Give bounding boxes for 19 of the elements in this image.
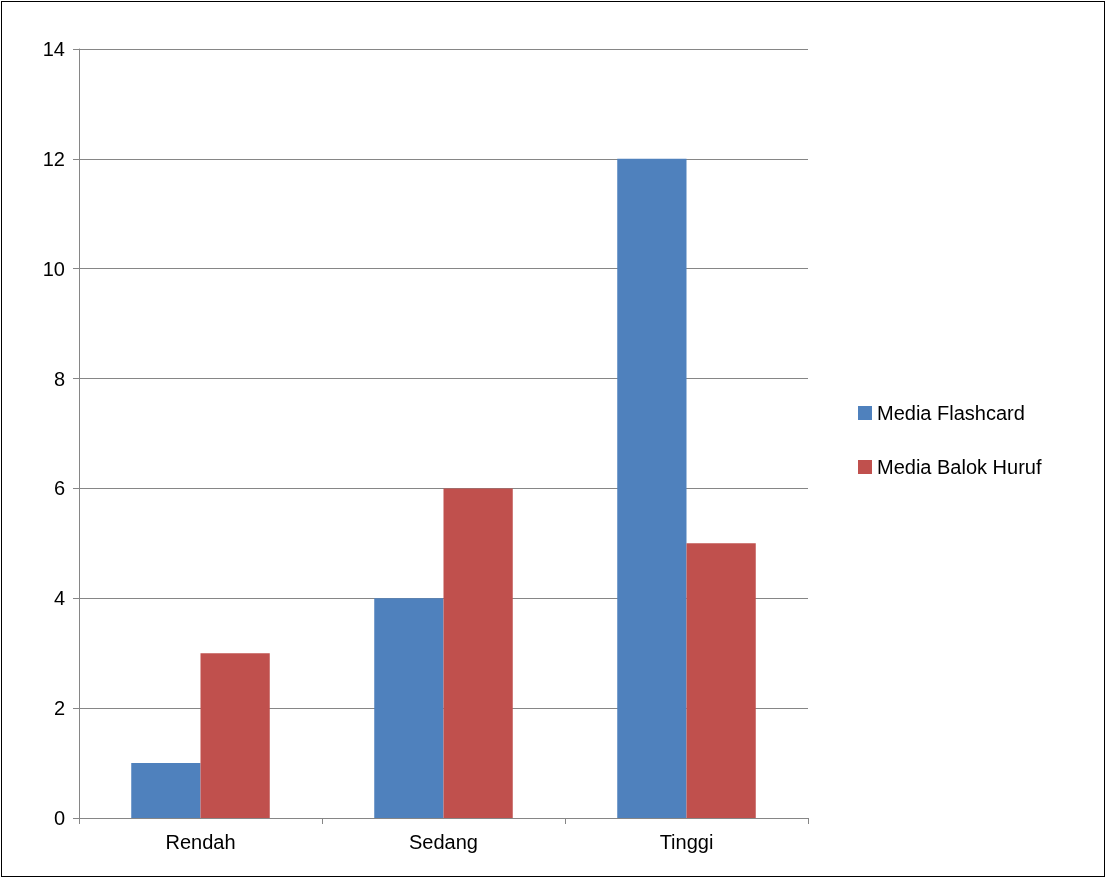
bar	[443, 488, 513, 818]
bar	[200, 653, 270, 818]
legend-label: Media Flashcard	[877, 402, 1025, 424]
y-tick-label: 6	[53, 477, 65, 500]
y-tick-label: 10	[42, 257, 65, 280]
y-tick-label: 2	[53, 697, 65, 720]
bar	[617, 158, 687, 818]
y-tick-label: 8	[53, 367, 65, 390]
y-tick-label: 14	[42, 38, 65, 60]
y-tick-label: 12	[42, 147, 65, 170]
y-tick-label: 0	[53, 807, 65, 829]
bar	[686, 543, 756, 818]
y-tick-label: 4	[53, 587, 65, 610]
bar	[374, 598, 444, 818]
x-tick-label: Tinggi	[659, 831, 714, 853]
x-tick-label: Rendah	[165, 831, 236, 853]
legend-label: Media Balok Huruf	[877, 456, 1042, 478]
x-tick-label: Sedang	[409, 831, 478, 853]
bar	[131, 763, 201, 818]
